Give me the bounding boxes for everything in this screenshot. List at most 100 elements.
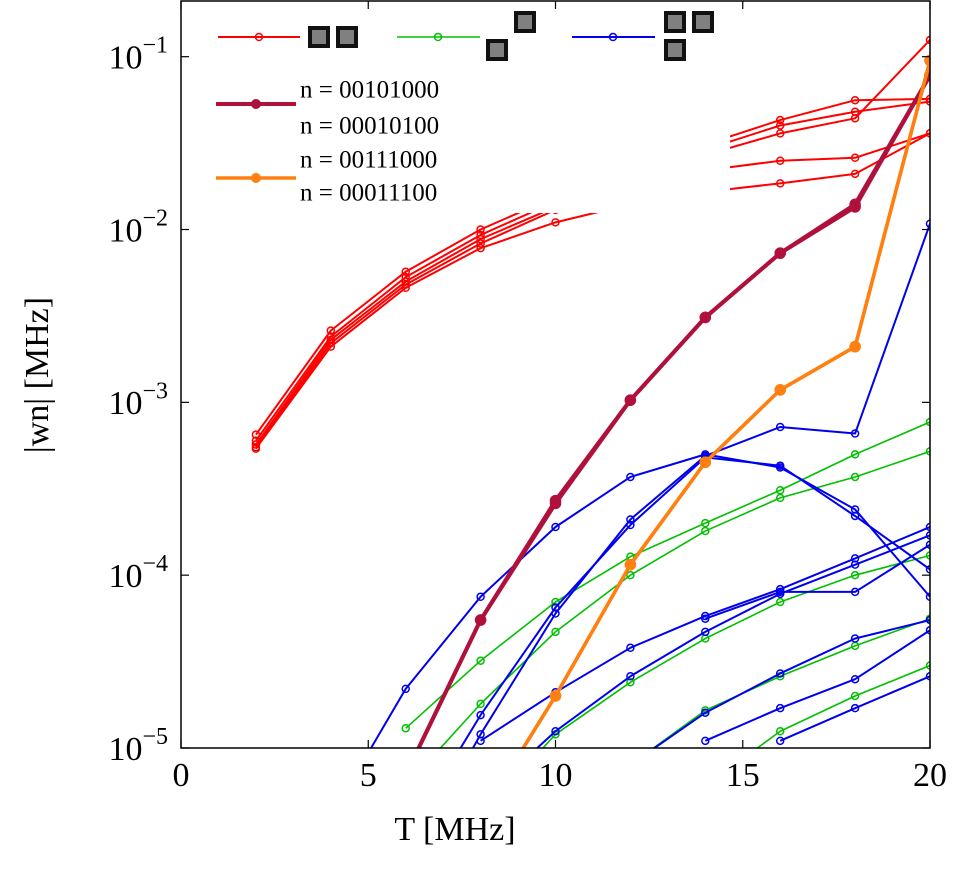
y-tick-label: 10−4 [108, 551, 168, 595]
data-point [327, 813, 334, 820]
series-line [652, 619, 930, 748]
data-point [401, 267, 410, 276]
series-line [704, 543, 930, 620]
data-point [701, 526, 710, 536]
data-point [476, 243, 485, 253]
data-point [925, 615, 930, 625]
data-point [476, 736, 485, 746]
data-point [775, 422, 785, 432]
data-point [624, 394, 637, 406]
data-point [401, 283, 410, 293]
series-line [459, 456, 930, 748]
legend-icon [514, 11, 536, 33]
data-point [251, 444, 261, 453]
data-point [850, 114, 860, 123]
data-point [850, 169, 860, 179]
legend-marker [608, 32, 618, 42]
legend-marker [433, 32, 443, 42]
data-point [925, 129, 930, 138]
y-tick-label: 10−3 [108, 378, 168, 422]
series-line [779, 675, 930, 742]
data-point [850, 560, 860, 569]
series-line [471, 223, 930, 748]
legend-label: n = 00011100 [300, 180, 437, 207]
data-point [850, 703, 860, 713]
series-line [405, 421, 930, 729]
data-point [925, 672, 930, 681]
legend-icon [486, 39, 508, 61]
data-point [551, 218, 560, 227]
data-point [775, 115, 785, 125]
data-point [551, 627, 560, 637]
data-point [702, 783, 709, 790]
data-point [476, 592, 485, 602]
data-point [925, 94, 930, 104]
data-point [701, 736, 710, 746]
data-point [925, 531, 930, 540]
data-point [701, 611, 710, 621]
data-point [925, 540, 930, 549]
data-point [474, 614, 487, 626]
data-point [849, 340, 861, 353]
legend-label: n = 00111000 [300, 147, 437, 174]
data-point [775, 179, 785, 188]
y-axis-label: |wn| [MHz] [19, 297, 56, 453]
data-point [699, 311, 712, 324]
data-point [477, 797, 484, 804]
data-point [925, 219, 930, 228]
data-point [775, 727, 785, 736]
data-point [402, 865, 409, 872]
data-point [849, 198, 861, 211]
data-point [774, 247, 786, 259]
legend-icon [664, 39, 686, 61]
data-point [549, 497, 562, 510]
data-point [401, 724, 410, 733]
x-axis-label: T [MHz] [394, 811, 515, 848]
data-point [626, 515, 635, 524]
y-tick-label: 10−2 [108, 205, 168, 249]
data-point [627, 761, 634, 768]
data-point [850, 95, 860, 105]
data-point [775, 669, 785, 678]
data-point [551, 603, 560, 612]
data-point [925, 522, 930, 532]
x-tick-label: 0 [173, 757, 190, 794]
data-point [627, 761, 634, 768]
data-point [925, 626, 930, 635]
x-tick-label: 20 [913, 757, 947, 794]
data-point [476, 656, 485, 665]
legend-marker [254, 32, 264, 42]
series-line [369, 453, 930, 748]
data-point [401, 684, 410, 694]
legend-marker [251, 99, 261, 109]
data-point [476, 225, 485, 234]
data-point [326, 342, 336, 351]
data-point [775, 121, 785, 130]
data-point [626, 520, 635, 530]
data-point [925, 447, 930, 456]
data-point [626, 643, 635, 653]
x-tick-label: 5 [360, 757, 377, 794]
data-point [925, 97, 930, 106]
data-point [775, 129, 785, 138]
data-point [699, 456, 712, 469]
data-point [476, 239, 485, 248]
data-point [850, 429, 860, 438]
data-point [551, 522, 560, 532]
data-point [925, 565, 930, 574]
data-point [701, 518, 710, 528]
x-tick-label: 15 [726, 757, 760, 794]
data-point [624, 558, 637, 571]
data-point [401, 770, 411, 780]
series-line [704, 629, 930, 742]
data-point [850, 691, 860, 701]
x-tick-label: 10 [539, 757, 573, 794]
data-point [925, 592, 930, 602]
data-point [775, 587, 785, 597]
series-line [255, 132, 930, 450]
legend-icon [308, 26, 330, 48]
data-point [626, 472, 635, 482]
data-point [850, 511, 860, 521]
data-point [850, 674, 860, 684]
